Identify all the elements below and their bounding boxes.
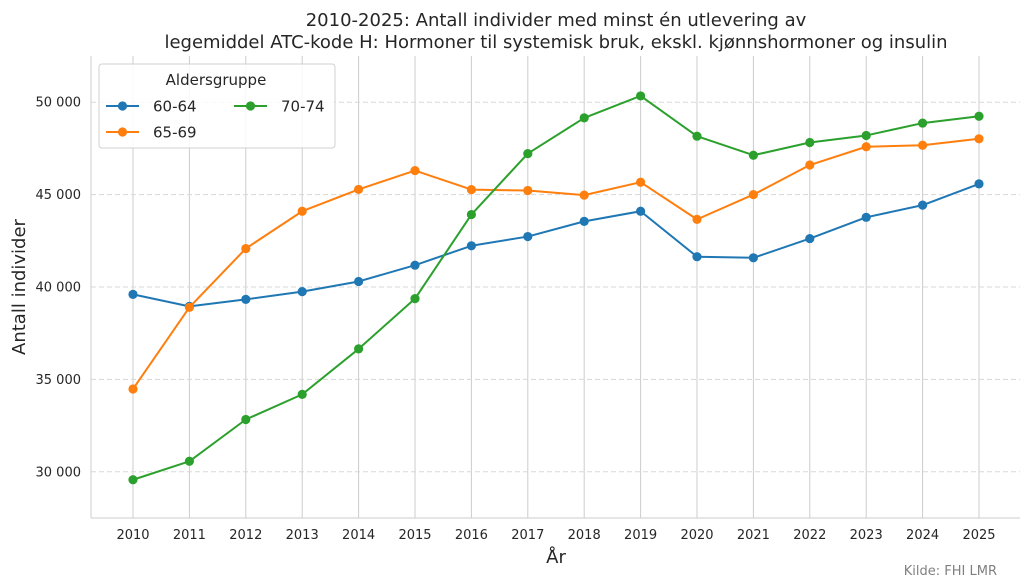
x-tick-label: 2018: [568, 528, 601, 543]
data-point: [861, 130, 871, 141]
y-gridlines: [91, 101, 1020, 473]
x-tick-label: 2021: [737, 528, 770, 543]
series-60-64: [128, 179, 984, 312]
source-note: Kilde: FHI LMR: [904, 564, 997, 579]
data-point: [354, 184, 364, 195]
data-point: [128, 384, 138, 394]
data-point: [410, 260, 420, 270]
data-point: [241, 414, 251, 425]
x-tick-label: 2025: [962, 528, 995, 543]
x-tick-label: 2012: [229, 528, 262, 543]
x-tick-label: 2019: [624, 528, 657, 543]
series-70-74: [128, 91, 984, 485]
y-axis-label: Antall individer: [9, 218, 30, 355]
data-point: [918, 140, 928, 150]
data-point: [805, 137, 815, 148]
y-tick-labels: 30 000 35 000 40 000 45 000 50 000: [36, 96, 82, 481]
series-layer: [128, 91, 984, 485]
data-point: [579, 216, 589, 226]
y-tick-label: 50 000: [36, 96, 82, 111]
data-point: [410, 294, 420, 304]
data-point: [579, 190, 589, 200]
data-point: [748, 150, 759, 160]
data-point: [241, 294, 251, 304]
data-point: [466, 185, 476, 195]
y-tick-label: 45 000: [36, 188, 82, 203]
legend-item: 65-69: [106, 124, 197, 142]
data-point: [523, 231, 533, 242]
data-point: [241, 243, 251, 254]
data-point: [805, 160, 815, 170]
data-point: [354, 276, 364, 287]
data-point: [692, 252, 702, 262]
data-point: [466, 209, 476, 220]
series-line: [132, 137, 980, 390]
x-tick-label: 2013: [286, 528, 319, 543]
x-tick-label: 2020: [680, 528, 713, 543]
legend-title: Aldersgruppe: [166, 71, 267, 89]
data-point: [974, 134, 984, 144]
legend-items: 60-64 65-69 70-74: [106, 98, 325, 142]
legend-marker: [117, 127, 128, 137]
x-tick-label: 2015: [398, 528, 431, 543]
legend-item: 70-74: [234, 98, 325, 116]
legend-marker: [245, 101, 256, 111]
data-point: [748, 253, 759, 263]
data-point: [128, 289, 138, 299]
data-point: [692, 131, 702, 141]
series-line: [132, 182, 980, 308]
x-tick-label: 2024: [906, 528, 939, 543]
data-point: [805, 233, 815, 244]
chart-title-line-2: legemiddel ATC-kode H: Hormoner til syst…: [164, 32, 947, 53]
x-tick-label: 2016: [455, 528, 488, 543]
x-tick-label: 2010: [116, 528, 149, 543]
data-point: [523, 148, 533, 159]
data-point: [636, 177, 646, 187]
data-point: [918, 200, 928, 210]
data-point: [523, 185, 533, 196]
data-point: [918, 118, 928, 128]
data-point: [579, 113, 589, 123]
x-tick-label: 2017: [511, 528, 544, 543]
data-point: [410, 165, 420, 176]
legend-label: 70-74: [281, 98, 325, 116]
data-point: [636, 206, 646, 216]
axes: [90, 56, 1020, 519]
data-point: [974, 179, 984, 189]
data-point: [128, 475, 138, 485]
legend-box: [98, 63, 336, 149]
data-point: [861, 142, 871, 152]
legend-marker: [117, 101, 128, 111]
y-tick-label: 40 000: [36, 281, 82, 296]
data-point: [184, 302, 194, 312]
x-tick-label: 2014: [342, 528, 375, 543]
data-point: [297, 206, 307, 216]
x-tick-label: 2011: [173, 528, 206, 543]
legend-item: 60-64: [106, 98, 197, 116]
x-tick-labels: 2010 2011 2012 2013 2014 2015 2016 2017 2018 2019…: [116, 528, 995, 543]
data-point: [974, 111, 984, 121]
chart-title-line-1: 2010-2025: Antall individer med minst én…: [306, 10, 807, 31]
y-tick-label: 35 000: [36, 373, 82, 388]
legend-label: 60-64: [153, 98, 197, 116]
series-line: [132, 94, 980, 481]
x-axis-label: År: [546, 546, 566, 568]
data-point: [748, 190, 759, 200]
data-point: [636, 91, 646, 101]
x-tick-label: 2022: [793, 528, 826, 543]
data-point: [692, 214, 702, 224]
data-point: [354, 344, 364, 354]
data-point: [466, 241, 476, 251]
data-point: [861, 212, 871, 222]
legend: Aldersgruppe 60-64 65-69 70-74: [98, 63, 336, 149]
data-point: [184, 456, 194, 466]
data-point: [297, 389, 307, 399]
x-tick-label: 2023: [850, 528, 883, 543]
data-point: [297, 287, 307, 297]
y-tick-label: 30 000: [36, 465, 82, 480]
series-65-69: [128, 134, 984, 394]
legend-label: 65-69: [153, 124, 197, 142]
